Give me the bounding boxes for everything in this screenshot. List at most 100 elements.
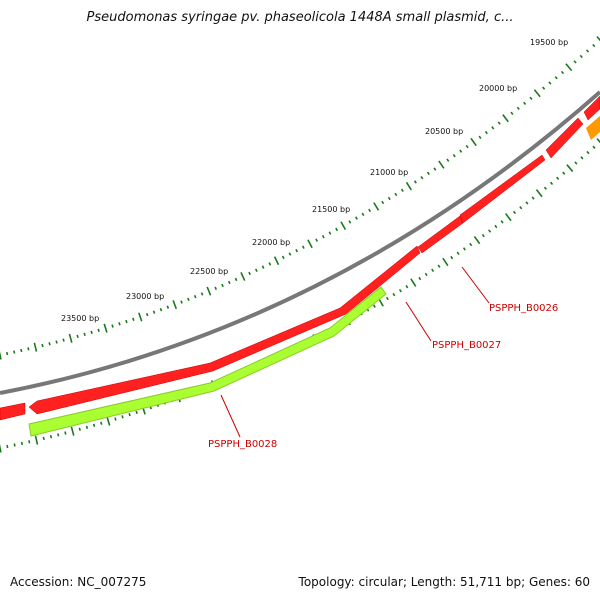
scale-tick xyxy=(307,239,313,249)
scale-tick xyxy=(433,167,437,171)
scale-tick xyxy=(57,433,60,437)
scale-tick xyxy=(92,423,96,427)
scale-tick xyxy=(519,206,523,210)
scale-tick xyxy=(64,431,67,435)
scale-label: 22500 bp xyxy=(190,267,228,276)
scale-tick xyxy=(200,292,204,296)
scale-tick xyxy=(481,233,485,238)
gene-arrow-small-2 xyxy=(545,117,584,159)
scale-tick xyxy=(295,248,299,253)
scale-tick xyxy=(554,76,558,80)
scale-tick xyxy=(510,111,514,115)
scale-tick xyxy=(354,216,358,220)
scale-label: 23500 bp xyxy=(61,314,99,323)
scale-tick xyxy=(438,160,445,169)
scale-tick xyxy=(240,272,246,281)
scale-tick xyxy=(166,305,170,309)
scale-tick xyxy=(387,196,391,201)
scale-tick xyxy=(273,256,280,266)
leader-b0026 xyxy=(461,266,490,304)
scale-label: 21000 bp xyxy=(370,168,408,177)
scale-tick xyxy=(548,81,552,85)
scale-tick xyxy=(70,426,75,436)
scale-tick xyxy=(135,410,138,415)
scale-tick xyxy=(100,421,103,425)
scale-tick xyxy=(340,221,347,230)
plasmid-backbone xyxy=(0,90,600,395)
scale-tick xyxy=(592,43,596,48)
scale-label: 20000 bp xyxy=(479,84,517,93)
scale-tick xyxy=(502,114,509,123)
scale-tick xyxy=(254,268,258,272)
gene-label-b0026: PSPPH_B0026 xyxy=(489,303,558,314)
scale-tick xyxy=(132,317,135,321)
scale-tick xyxy=(13,443,16,447)
scale-tick xyxy=(531,196,535,200)
scale-tick xyxy=(103,323,108,333)
scale-tick xyxy=(500,220,504,224)
scale-tick xyxy=(580,156,584,160)
scale-tick xyxy=(193,294,197,299)
scale-tick xyxy=(426,171,430,176)
scale-tick xyxy=(85,425,89,429)
scale-tick xyxy=(13,350,16,354)
scale-tick xyxy=(431,268,435,273)
scale-tick xyxy=(470,137,477,147)
scale-tick xyxy=(405,284,409,289)
map-title: Pseudomonas syringae pv. phaseolicola 14… xyxy=(86,10,514,25)
scale-tick xyxy=(172,300,178,310)
scale-tick xyxy=(372,304,376,308)
scale-tick xyxy=(68,333,73,343)
scale-tick xyxy=(106,416,111,426)
scale-tick xyxy=(549,181,554,185)
scale-tick xyxy=(535,189,543,198)
scale-tick xyxy=(573,60,577,64)
scale-tick xyxy=(437,264,441,268)
gene-arrow-orange xyxy=(586,116,600,140)
scale-tick xyxy=(55,340,58,344)
scale-tick xyxy=(465,144,469,149)
scale-tick xyxy=(180,300,183,304)
scale-tick xyxy=(452,154,456,158)
scale-tick xyxy=(579,54,583,59)
scale-tick xyxy=(504,213,512,222)
scale-tick xyxy=(420,175,424,180)
scale-tick xyxy=(42,436,45,441)
scale-tick xyxy=(473,235,481,245)
scale-tick xyxy=(392,292,396,297)
scale-tick xyxy=(494,224,498,229)
scale-tick xyxy=(497,121,501,125)
scale-tick xyxy=(20,348,23,353)
scale-tick xyxy=(456,251,460,255)
scale-tick xyxy=(543,186,547,190)
scale-tick xyxy=(418,276,422,281)
gene-arrow-b0027 xyxy=(28,245,421,415)
scale-tick xyxy=(405,181,412,191)
scale-tick xyxy=(114,417,117,421)
scale-tick xyxy=(97,328,100,332)
scale-tick xyxy=(560,70,565,75)
scale-tick xyxy=(152,310,156,314)
scale-tick xyxy=(328,231,332,235)
scale-tick xyxy=(78,427,81,431)
scale-tick xyxy=(585,49,590,53)
scale-tick xyxy=(533,89,541,98)
scale-tick xyxy=(90,330,93,335)
scale-tick xyxy=(424,272,428,277)
gene-arrow-top xyxy=(583,95,600,121)
scale-tick xyxy=(381,200,385,205)
scale-tick xyxy=(523,101,527,106)
scale-tick xyxy=(62,338,65,342)
scale-tick xyxy=(111,324,114,328)
scale-tick xyxy=(361,212,365,216)
scale-tick xyxy=(478,135,482,139)
scale-tick xyxy=(348,220,352,224)
gene-arrow-b0026 xyxy=(459,154,546,224)
scale-tick xyxy=(138,312,143,322)
scale-tick xyxy=(596,36,600,42)
scale-tick xyxy=(592,145,596,149)
scale-tick xyxy=(516,106,520,111)
scale-tick xyxy=(248,271,251,276)
scale-tick xyxy=(6,444,9,449)
